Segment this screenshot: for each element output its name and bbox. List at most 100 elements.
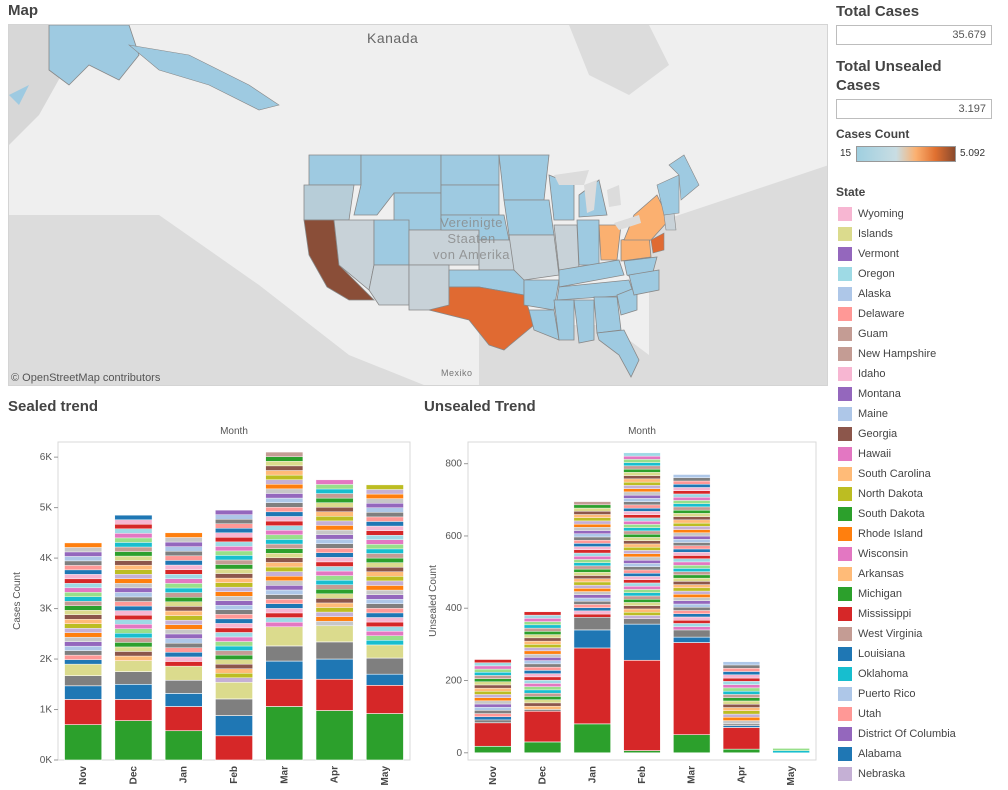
bar-segment[interactable] [64,605,102,611]
bar-segment[interactable] [265,589,304,595]
bar-segment[interactable] [673,587,711,592]
bar-segment[interactable] [164,596,203,602]
bar-segment[interactable] [722,720,761,725]
bar-segment[interactable] [673,526,711,530]
bar-segment[interactable] [673,734,711,754]
bar-segment[interactable] [366,571,404,577]
bar-segment[interactable] [215,582,253,588]
bar-segment[interactable] [265,493,304,499]
bar-segment[interactable] [523,689,562,694]
bar-segment[interactable] [573,562,611,567]
bar-segment[interactable] [623,623,661,661]
legend-item[interactable]: Wyoming [838,204,956,224]
bar-segment[interactable] [366,562,404,568]
bar-segment[interactable] [474,684,512,689]
bar-segment[interactable] [114,683,153,700]
bar-segment[interactable] [114,671,153,685]
bar-segment[interactable] [114,651,153,657]
map-panel[interactable]: Kanada Vereinigte Staaten von Amerika Me… [8,24,828,386]
bar-segment[interactable] [474,716,512,721]
bar-segment[interactable] [315,658,354,680]
bar-segment[interactable] [673,542,711,546]
bar-segment[interactable] [114,605,153,611]
bar-segment[interactable] [722,681,761,685]
legend-item[interactable]: Montana [838,384,956,404]
bar-segment[interactable] [673,590,711,595]
bar-segment[interactable] [215,673,253,678]
bar-segment[interactable] [315,525,354,531]
bar-segment[interactable] [623,511,661,515]
bar-segment[interactable] [265,456,304,462]
bar-segment[interactable] [623,468,661,473]
bar-segment[interactable] [315,511,354,517]
bar-segment[interactable] [366,603,404,609]
bar-segment[interactable] [722,704,761,708]
legend-item[interactable]: Maine [838,404,956,424]
bar-segment[interactable] [623,595,661,600]
bar-segment[interactable] [315,641,354,660]
bar-segment[interactable] [64,699,103,725]
bar-segment[interactable] [366,516,404,522]
bar-segment[interactable] [523,660,562,665]
bar-segment[interactable] [366,594,404,600]
bar-segment[interactable] [573,581,611,586]
bar-segment[interactable] [64,569,102,575]
bar-segment[interactable] [114,533,153,539]
bar-segment[interactable] [523,653,562,658]
bar-segment[interactable] [623,585,661,590]
bar-segment[interactable] [64,547,102,553]
bar-segment[interactable] [474,691,512,695]
bar-segment[interactable] [114,583,153,589]
bar-segment[interactable] [623,612,661,616]
bar-segment[interactable] [64,601,102,606]
bar-segment[interactable] [215,645,253,651]
bar-segment[interactable] [523,634,562,639]
bar-segment[interactable] [673,477,711,482]
bar-segment[interactable] [623,533,661,538]
bar-segment[interactable] [673,636,711,643]
bar-segment[interactable] [623,608,661,613]
bar-segment[interactable] [366,612,404,618]
bar-segment[interactable] [265,553,304,559]
legend-item[interactable]: Louisiana [838,644,956,664]
bar-segment[interactable] [164,642,203,648]
bar-segment[interactable] [114,574,153,579]
bar-segment[interactable] [573,527,611,531]
bar-segment[interactable] [315,625,354,643]
bar-segment[interactable] [315,484,354,490]
bar-segment[interactable] [64,645,102,651]
bar-segment[interactable] [673,509,711,514]
bar-segment[interactable] [623,605,661,610]
bar-segment[interactable] [573,616,611,631]
bar-segment[interactable] [673,539,711,543]
bar-segment[interactable] [265,706,304,761]
bar-segment[interactable] [623,546,661,551]
sealed-trend-chart[interactable]: Month Cases Count 0K 1K 2K 3K 4K 5K 6K Nov Dec Jan F… [8,420,418,790]
bar-segment[interactable] [64,628,102,633]
bar-segment[interactable] [623,618,661,625]
legend-item[interactable]: Wisconsin [838,544,956,564]
bar-segment[interactable] [215,605,253,610]
bar-segment[interactable] [673,619,711,624]
bar-segment[interactable] [673,484,711,488]
bar-segment[interactable] [673,552,711,556]
bar-segment[interactable] [265,548,304,554]
bar-segment[interactable] [623,527,661,532]
bar-segment[interactable] [265,571,304,577]
bar-segment[interactable] [164,592,203,598]
bar-segment[interactable] [114,514,153,520]
bar-segment[interactable] [523,676,562,681]
bar-segment[interactable] [623,659,661,751]
bar-segment[interactable] [523,640,562,645]
bar-segment[interactable] [623,524,661,528]
bar-segment[interactable] [215,591,253,597]
bar-segment[interactable] [673,496,711,501]
bar-segment[interactable] [623,452,661,457]
bar-segment[interactable] [64,578,102,584]
bar-segment[interactable] [573,578,611,583]
bar-segment[interactable] [366,507,404,513]
bar-segment[interactable] [474,668,512,673]
bar-segment[interactable] [215,715,253,737]
bar-segment[interactable] [114,592,153,598]
bar-segment[interactable] [523,657,562,661]
